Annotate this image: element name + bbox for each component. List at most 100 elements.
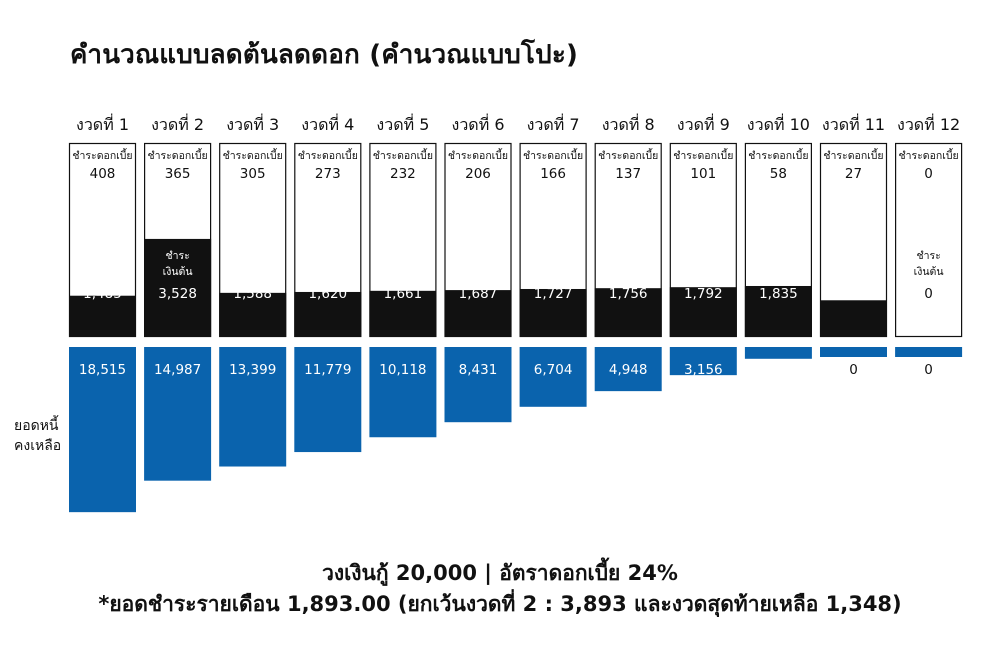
principal-label: ชำระ bbox=[766, 250, 790, 262]
principal-value: 1,756 bbox=[609, 286, 648, 302]
principal-value: 3,528 bbox=[158, 286, 197, 302]
balance-bar bbox=[744, 347, 812, 359]
interest-value: 101 bbox=[690, 166, 716, 182]
interest-label: ชำระดอกเบี้ย bbox=[523, 148, 583, 162]
principal-label: ชำระ bbox=[916, 250, 940, 262]
interest-value: 408 bbox=[90, 166, 116, 182]
principal-bar bbox=[594, 288, 662, 337]
principal-value: 1,687 bbox=[459, 286, 498, 302]
principal-label: ชำระ bbox=[616, 250, 640, 262]
balance-bar bbox=[294, 347, 362, 453]
balance-side-label: ยอดหนี้ คงเหลือ bbox=[14, 416, 61, 456]
balance-bar bbox=[820, 347, 887, 357]
principal-bar bbox=[219, 292, 287, 337]
period-label: งวดที่ 6 bbox=[452, 113, 505, 134]
balance-value: 10,118 bbox=[379, 362, 426, 378]
principal-label: เงินต้น bbox=[538, 266, 568, 278]
interest-label: ชำระดอกเบี้ย bbox=[147, 148, 207, 162]
balance-bar bbox=[69, 347, 136, 513]
period-label: งวดที่ 11 bbox=[822, 113, 885, 134]
balance-value: 4,948 bbox=[609, 362, 648, 378]
principal-bar bbox=[69, 295, 136, 337]
principal-value: 1,835 bbox=[759, 286, 798, 302]
interest-label: ชำระดอกเบี้ย bbox=[72, 148, 132, 162]
interest-value: 305 bbox=[240, 166, 266, 182]
balance-value: 3,156 bbox=[684, 362, 723, 378]
interest-label: ชำระดอกเบี้ย bbox=[223, 148, 283, 162]
principal-label: เงินต้น bbox=[313, 266, 343, 278]
principal-value: 1,620 bbox=[308, 286, 347, 302]
interest-label: ชำระดอกเบี้ย bbox=[823, 148, 883, 162]
balance-bar bbox=[219, 347, 287, 467]
principal-label: ชำระ bbox=[90, 250, 114, 262]
period-label: งวดที่ 9 bbox=[677, 113, 730, 134]
balance-value: 18,515 bbox=[79, 362, 126, 378]
balance-value: 13,399 bbox=[229, 362, 276, 378]
principal-value: 1,792 bbox=[684, 286, 723, 302]
page-title: คำนวณแบบลดต้นลดดอก (คำนวณแบบโปะ) bbox=[70, 40, 579, 70]
interest-value: 58 bbox=[770, 166, 787, 182]
period-label: งวดที่ 3 bbox=[226, 113, 279, 134]
balance-bar bbox=[594, 347, 662, 392]
principal-label: เงินต้น bbox=[88, 266, 118, 278]
principal-bar bbox=[144, 238, 212, 337]
balance-value: 8,431 bbox=[459, 362, 498, 378]
period-label: งวดที่ 5 bbox=[376, 113, 429, 134]
footer-loan-info: วงเงินกู้ 20,000 | อัตราดอกเบี้ย 24% bbox=[322, 561, 678, 585]
principal-label: ชำระ bbox=[841, 250, 865, 262]
balance-bar bbox=[369, 347, 437, 438]
balance-bar bbox=[444, 347, 512, 423]
principal-label: ชำระ bbox=[541, 250, 565, 262]
footer-payment-note: *ยอดชำระรายเดือน 1,893.00 (ยกเว้นงวดที่ … bbox=[98, 592, 902, 616]
interest-value: 206 bbox=[465, 166, 491, 182]
principal-bar bbox=[669, 287, 737, 337]
principal-bar bbox=[519, 288, 587, 337]
interest-label: ชำระดอกเบี้ย bbox=[448, 148, 508, 162]
principal-label: เงินต้น bbox=[463, 266, 493, 278]
side-label-line-1: ยอดหนี้ bbox=[14, 418, 59, 434]
principal-value: 0 bbox=[924, 286, 933, 302]
principal-label: เงินต้น bbox=[914, 266, 944, 278]
principal-label: เงินต้น bbox=[839, 266, 869, 278]
principal-label: เงินต้น bbox=[163, 266, 193, 278]
principal-value: 1,727 bbox=[534, 286, 573, 302]
principal-label: ชำระ bbox=[165, 250, 189, 262]
principal-value: 1,321 bbox=[834, 286, 873, 302]
interest-value: 0 bbox=[924, 166, 933, 182]
balance-value: 1,321 bbox=[759, 362, 798, 378]
principal-value: 1,485 bbox=[83, 286, 122, 302]
interest-value: 365 bbox=[165, 166, 191, 182]
period-label: งวดที่ 2 bbox=[151, 113, 204, 134]
balance-value: 0 bbox=[924, 362, 933, 378]
interest-label: ชำระดอกเบี้ย bbox=[373, 148, 433, 162]
principal-label: ชำระ bbox=[391, 250, 415, 262]
interest-label: ชำระดอกเบี้ย bbox=[673, 148, 733, 162]
side-label-line-2: คงเหลือ bbox=[14, 438, 62, 454]
period-label: งวดที่ 7 bbox=[527, 113, 580, 134]
balance-bar bbox=[669, 347, 737, 376]
principal-label: เงินต้น bbox=[238, 266, 268, 278]
principal-label: เงินต้น bbox=[688, 266, 718, 278]
balance-value: 14,987 bbox=[154, 362, 201, 378]
principal-value: 1,661 bbox=[384, 286, 423, 302]
balance-bar bbox=[519, 347, 587, 407]
principal-label: ชำระ bbox=[316, 250, 340, 262]
interest-label: ชำระดอกเบี้ย bbox=[598, 148, 658, 162]
principal-value: 1,588 bbox=[233, 286, 272, 302]
principal-label: ชำระ bbox=[241, 250, 265, 262]
principal-bar bbox=[294, 291, 362, 337]
interest-value: 273 bbox=[315, 166, 341, 182]
footer: วงเงินกู้ 20,000 | อัตราดอกเบี้ย 24% *ยอ… bbox=[0, 558, 1000, 620]
principal-bar bbox=[744, 285, 812, 337]
period-label: งวดที่ 4 bbox=[301, 113, 354, 134]
principal-label: เงินต้น bbox=[763, 266, 793, 278]
interest-value: 232 bbox=[390, 166, 416, 182]
principal-label: เงินต้น bbox=[388, 266, 418, 278]
interest-label: ชำระดอกเบี้ย bbox=[298, 148, 358, 162]
period-label: งวดที่ 1 bbox=[76, 113, 129, 134]
principal-bar bbox=[820, 300, 887, 337]
balance-bar bbox=[144, 347, 212, 481]
interest-label: ชำระดอกเบี้ย bbox=[898, 148, 958, 162]
period-label: งวดที่ 10 bbox=[747, 113, 810, 134]
